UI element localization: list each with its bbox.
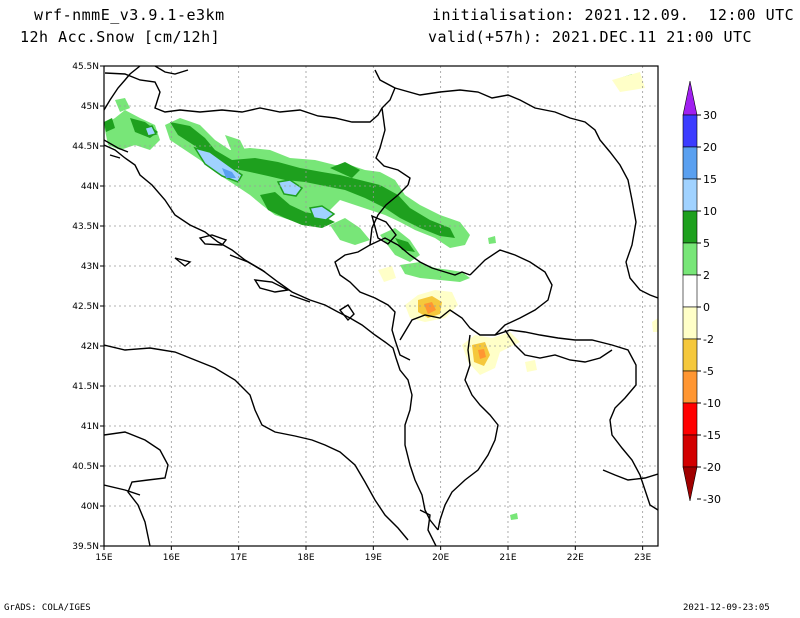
lat-label: 43.5N xyxy=(72,222,99,232)
lat-label: 43N xyxy=(81,262,99,272)
lat-label: 41N xyxy=(81,422,99,432)
lat-label: 41.5N xyxy=(72,382,99,392)
colorbar-swatch xyxy=(682,306,698,340)
colorbar-label: -2 xyxy=(703,333,714,346)
lat-label: 45N xyxy=(81,102,99,112)
lon-label: 21E xyxy=(499,553,516,563)
colorbar-swatch xyxy=(682,274,698,308)
lat-label: 45.5N xyxy=(72,62,99,72)
colorbar-label: -15 xyxy=(703,429,721,442)
lon-label: 20E xyxy=(432,553,449,563)
grads-credit: GrADS: COLA/IGES xyxy=(4,603,91,613)
colorbar-label: 10 xyxy=(703,205,717,218)
colorbar-top-arrow xyxy=(682,80,698,116)
colorbar-swatch xyxy=(682,114,698,148)
colorbar-label: 20 xyxy=(703,141,717,154)
colorbar-swatch xyxy=(682,178,698,212)
lat-label: 42N xyxy=(81,342,99,352)
colorbar-label: 30 xyxy=(703,109,717,122)
colorbar-label: -30 xyxy=(703,493,721,506)
lon-label: 16E xyxy=(163,553,180,563)
lon-label: 23E xyxy=(634,553,651,563)
colorbar-swatch xyxy=(682,210,698,244)
field-title: 12h Acc.Snow [cm/12h] xyxy=(20,28,221,46)
valid-time: valid(+57h): 2021.DEC.11 21:00 UTC xyxy=(428,28,753,46)
lon-label: 15E xyxy=(95,553,112,563)
colorbar-swatch xyxy=(682,434,698,468)
colorbar-bottom-arrow xyxy=(682,466,698,502)
lat-label: 40.5N xyxy=(72,462,99,472)
lat-label: 44N xyxy=(81,182,99,192)
colorbar-label: -20 xyxy=(703,461,721,474)
colorbar-swatch xyxy=(682,402,698,436)
colorbar-label: 0 xyxy=(703,301,710,314)
lon-label: 17E xyxy=(230,553,247,563)
colorbar-swatch xyxy=(682,242,698,276)
lat-label: 40N xyxy=(81,502,99,512)
lon-label: 19E xyxy=(365,553,382,563)
render-timestamp: 2021-12-09-23:05 xyxy=(683,603,770,613)
lat-label: 42.5N xyxy=(72,302,99,312)
colorbar-swatch xyxy=(682,146,698,180)
lat-label: 39.5N xyxy=(72,542,99,552)
colorbar-swatch xyxy=(682,338,698,372)
coastlines-borders xyxy=(104,66,658,546)
lon-label: 18E xyxy=(297,553,314,563)
model-title: wrf-nmmE_v3.9.1-e3km xyxy=(34,6,225,24)
initialisation-time: initialisation: 2021.12.09. 12:00 UTC xyxy=(432,6,795,24)
colorbar-label: -5 xyxy=(703,365,714,378)
lat-label: 44.5N xyxy=(72,142,99,152)
colorbar-label: 5 xyxy=(703,237,710,250)
colorbar-label: 15 xyxy=(703,173,717,186)
snow-field xyxy=(104,72,658,520)
colorbar-swatch xyxy=(682,370,698,404)
colorbar-label: -10 xyxy=(703,397,721,410)
lon-label: 22E xyxy=(567,553,584,563)
lat-lon-grid xyxy=(104,66,658,546)
colorbar-label: 2 xyxy=(703,269,710,282)
